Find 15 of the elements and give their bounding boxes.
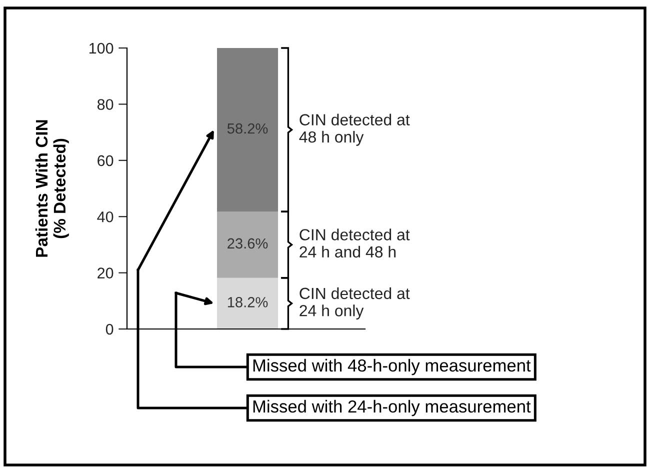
y-tick-label: 80 — [97, 99, 114, 110]
data-label: 18.2% — [228, 297, 268, 308]
series-label: CIN detected at 24 h and 48 h — [300, 228, 410, 258]
text: Missed with 48-h-only measurement — [253, 358, 531, 376]
series-label: CIN detected at 48 h only — [299, 114, 410, 146]
y-tick-label: 40 — [97, 211, 114, 222]
series-label: CIN detected at 24 h only — [300, 287, 410, 320]
text: Missed with 24-h-only measurement — [253, 400, 531, 416]
y-axis-title: Patients With CIN (% Detected) — [35, 120, 69, 257]
y-tick-label: 100 — [89, 42, 114, 54]
y-tick-label: 0 — [106, 324, 114, 335]
data-label: 58.2% — [227, 123, 268, 134]
data-label: 23.6% — [228, 238, 268, 249]
y-tick-label: 60 — [98, 155, 114, 166]
y-tick-label: 20 — [98, 268, 114, 278]
